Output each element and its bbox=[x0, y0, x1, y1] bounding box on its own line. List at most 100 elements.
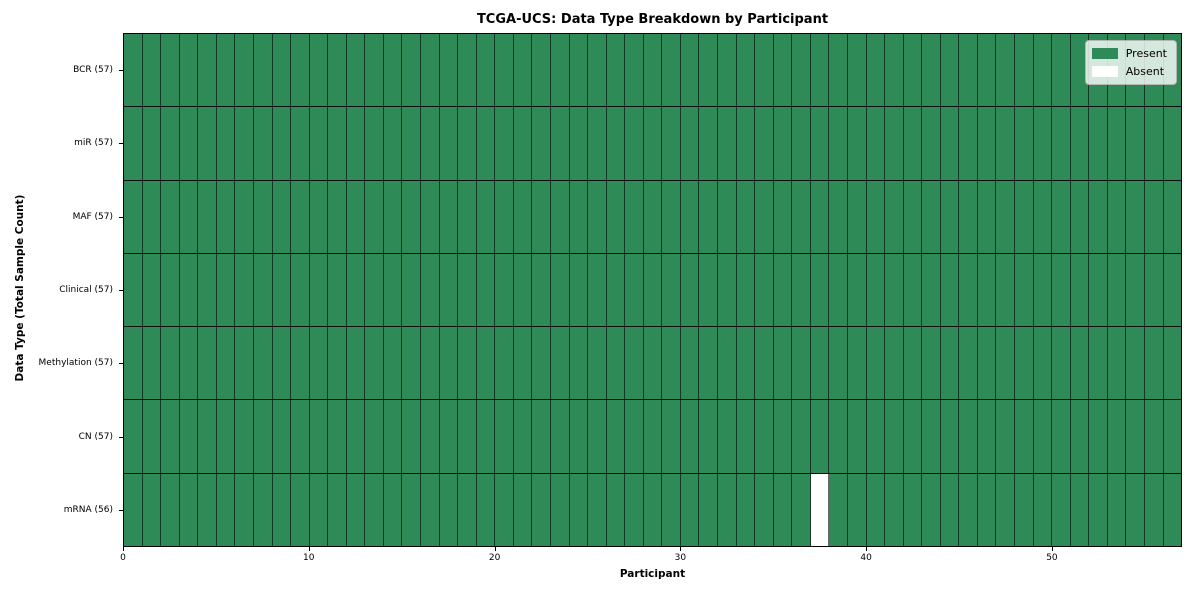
x-tick-label: 0 bbox=[120, 553, 126, 563]
heatmap-cell bbox=[792, 180, 811, 253]
heatmap-cell bbox=[198, 34, 217, 107]
heatmap-cell bbox=[755, 400, 774, 473]
heatmap-cell bbox=[383, 400, 403, 473]
heatmap-cell bbox=[142, 180, 162, 253]
heatmap-cell bbox=[179, 34, 199, 107]
heatmap-cell bbox=[458, 327, 477, 400]
heatmap-cell bbox=[1070, 180, 1090, 253]
heatmap-cell bbox=[1144, 327, 1164, 400]
heatmap-cell bbox=[124, 253, 143, 327]
heatmap-cell bbox=[699, 180, 718, 253]
heatmap-row bbox=[124, 253, 1182, 328]
heatmap-cell bbox=[792, 34, 811, 107]
heatmap-cell bbox=[959, 107, 978, 180]
heatmap-cell bbox=[1144, 473, 1164, 546]
heatmap-cell bbox=[699, 327, 718, 400]
heatmap-cell bbox=[996, 473, 1015, 546]
x-tick-mark bbox=[308, 547, 310, 551]
heatmap-cell bbox=[532, 180, 551, 253]
legend-label: Present bbox=[1125, 47, 1167, 60]
heatmap-cell bbox=[940, 34, 960, 107]
heatmap-cell bbox=[1052, 253, 1071, 327]
heatmap-cell bbox=[569, 34, 589, 107]
heatmap-cell bbox=[532, 400, 551, 473]
heatmap-cell bbox=[588, 473, 607, 546]
heatmap-cell bbox=[346, 180, 366, 253]
heatmap-cell bbox=[291, 473, 310, 546]
heatmap-cell bbox=[291, 180, 310, 253]
heatmap-cell bbox=[940, 327, 960, 400]
heatmap-cell bbox=[996, 327, 1015, 400]
heatmap-cell bbox=[718, 400, 737, 473]
heatmap-cell bbox=[959, 473, 978, 546]
heatmap-cell bbox=[476, 34, 496, 107]
heatmap-cell bbox=[346, 107, 366, 180]
heatmap-cell bbox=[996, 400, 1015, 473]
heatmap-cell bbox=[383, 473, 403, 546]
heatmap-cell bbox=[198, 327, 217, 400]
heatmap-cell bbox=[959, 400, 978, 473]
heatmap-cell bbox=[532, 34, 551, 107]
heatmap-cell bbox=[198, 400, 217, 473]
heatmap-cell bbox=[829, 34, 848, 107]
heatmap-cell bbox=[421, 400, 440, 473]
heatmap-cell bbox=[179, 253, 199, 327]
heatmap-cell bbox=[680, 180, 700, 253]
heatmap-cell bbox=[198, 473, 217, 546]
heatmap-cell bbox=[495, 400, 514, 473]
heatmap-row bbox=[124, 473, 1182, 546]
heatmap-cell bbox=[142, 327, 162, 400]
heatmap-cell bbox=[810, 253, 830, 327]
heatmap-cell bbox=[1070, 107, 1090, 180]
heatmap-cell bbox=[476, 180, 496, 253]
x-tick-mark bbox=[866, 547, 868, 551]
heatmap-cell bbox=[680, 34, 700, 107]
heatmap-cell bbox=[383, 107, 403, 180]
heatmap-cell bbox=[142, 253, 162, 327]
heatmap-cell bbox=[866, 107, 886, 180]
heatmap-cell bbox=[1033, 473, 1053, 546]
heatmap-cell bbox=[1089, 180, 1108, 253]
heatmap-cell bbox=[885, 34, 904, 107]
heatmap-cell bbox=[532, 253, 551, 327]
heatmap-cell bbox=[421, 34, 440, 107]
heatmap-cell bbox=[124, 180, 143, 253]
y-tick-label: Clinical (57) bbox=[59, 285, 113, 295]
heatmap-cell bbox=[1107, 327, 1127, 400]
x-axis-label: Participant bbox=[619, 568, 686, 580]
heatmap-cell bbox=[402, 34, 421, 107]
heatmap-cell bbox=[792, 107, 811, 180]
heatmap-cell bbox=[1107, 180, 1127, 253]
heatmap-cell bbox=[161, 327, 180, 400]
y-tick-mark bbox=[119, 69, 123, 71]
heatmap-cell bbox=[272, 180, 292, 253]
heatmap-cell bbox=[142, 107, 162, 180]
heatmap-cell bbox=[513, 107, 533, 180]
heatmap-cell bbox=[550, 400, 570, 473]
heatmap-cell bbox=[328, 327, 347, 400]
heatmap-cell bbox=[792, 327, 811, 400]
x-tick-label: 40 bbox=[860, 553, 872, 563]
heatmap-cell bbox=[458, 400, 477, 473]
heatmap-cell bbox=[235, 400, 254, 473]
heatmap-cell bbox=[773, 180, 793, 253]
heatmap-cell bbox=[885, 400, 904, 473]
heatmap-cell bbox=[402, 400, 421, 473]
heatmap-cell bbox=[346, 400, 366, 473]
heatmap-cell bbox=[625, 34, 644, 107]
heatmap-cell bbox=[662, 107, 681, 180]
heatmap-cell bbox=[1126, 473, 1145, 546]
heatmap-cell bbox=[773, 34, 793, 107]
heatmap-cell bbox=[421, 473, 440, 546]
heatmap-cell bbox=[513, 400, 533, 473]
y-tick-label: MAF (57) bbox=[72, 211, 113, 222]
heatmap-cell bbox=[922, 473, 941, 546]
heatmap-cell bbox=[773, 107, 793, 180]
heatmap-cell bbox=[588, 107, 607, 180]
heatmap-cell bbox=[513, 327, 533, 400]
heatmap-cell bbox=[773, 473, 793, 546]
heatmap-cell bbox=[625, 400, 644, 473]
heatmap-cell bbox=[179, 107, 199, 180]
heatmap-cell bbox=[680, 253, 700, 327]
